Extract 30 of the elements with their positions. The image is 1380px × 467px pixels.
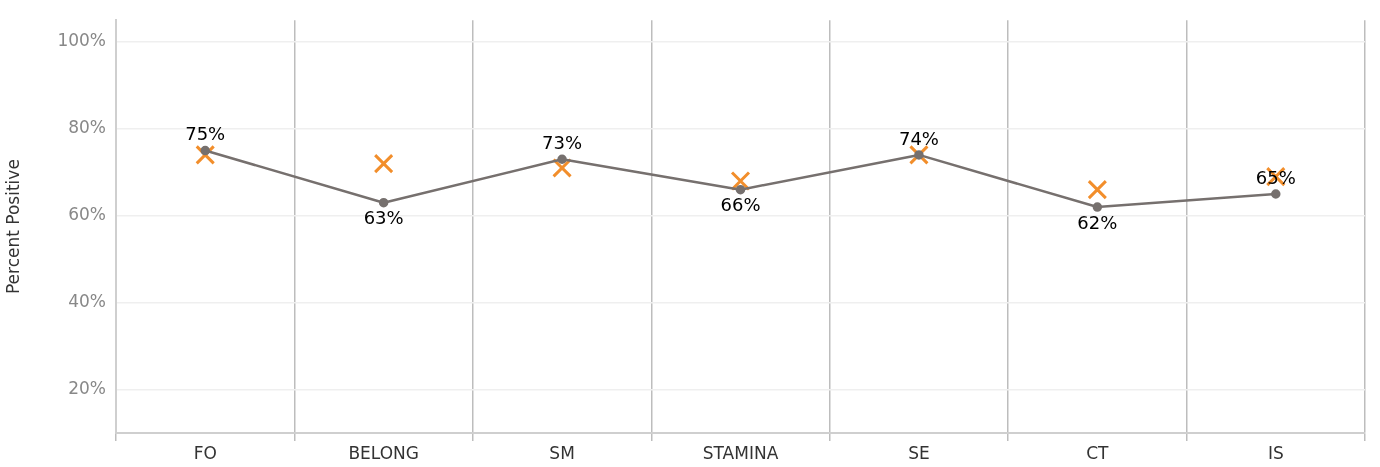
point xyxy=(378,197,389,208)
x-tick-label: IS xyxy=(1267,442,1284,463)
point xyxy=(735,184,746,195)
x-tick-label: STAMINA xyxy=(702,442,779,463)
point xyxy=(373,153,394,174)
data-label: 74% xyxy=(898,127,939,149)
x-tick-label: BELONG xyxy=(348,442,419,463)
data-label: 62% xyxy=(1077,211,1118,233)
point xyxy=(195,144,216,165)
point xyxy=(1092,202,1103,212)
x-tick-label: SE xyxy=(908,442,930,463)
y-tick-label: 100% xyxy=(57,30,106,51)
x-tick-label: FO xyxy=(193,442,217,463)
y-tick-label: 20% xyxy=(68,377,106,398)
y-tick-label: 40% xyxy=(68,291,106,312)
data-label: 75% xyxy=(185,123,226,145)
y-tick-label: 80% xyxy=(68,117,106,138)
point xyxy=(557,154,567,164)
point xyxy=(200,145,210,156)
data-label: 63% xyxy=(363,207,404,229)
x-tick-label: SM xyxy=(549,442,575,463)
point xyxy=(914,150,924,160)
point xyxy=(908,144,929,165)
x-tick-label: CT xyxy=(1086,442,1110,463)
y-axis-title: Percent Positive xyxy=(2,159,23,295)
data-label: 73% xyxy=(542,131,583,153)
point xyxy=(1271,189,1281,199)
data-label: 66% xyxy=(720,194,761,216)
y-tick-label: 60% xyxy=(68,204,106,225)
point xyxy=(1087,179,1108,200)
